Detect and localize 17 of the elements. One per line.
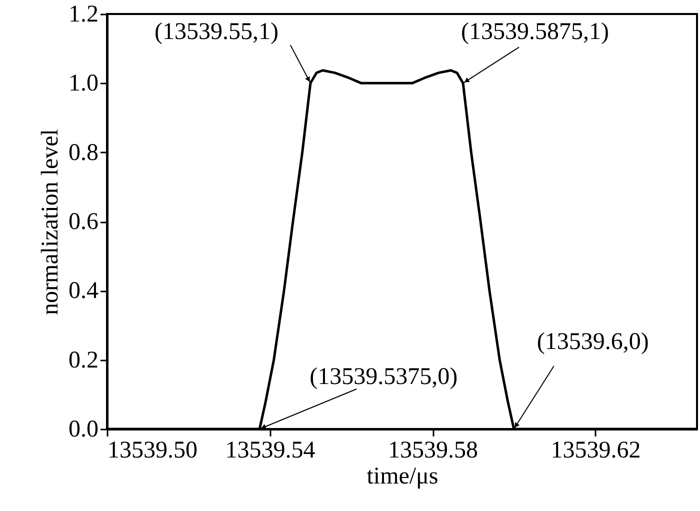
y-tick-label: 1.2	[68, 2, 98, 28]
y-tick-label: 0.6	[68, 209, 98, 235]
y-tick-label: 0.8	[68, 140, 98, 166]
y-tick-label: 1.0	[68, 70, 98, 97]
annotation: (13539.6,0)	[536, 329, 649, 355]
x-tick-label: 13539.50	[108, 438, 198, 464]
x-tick-label: 13539.58	[388, 438, 478, 464]
annotation: (13539.5875,1)	[461, 19, 610, 46]
y-axis-title: normalization level	[38, 128, 64, 315]
annotation: (13539.55,1)	[154, 19, 278, 46]
x-tick-label: 13539.54	[225, 438, 316, 464]
x-axis-title: time/μs	[366, 464, 438, 490]
y-tick-label: 0.2	[68, 347, 98, 374]
annotation: (13539.5375,0)	[310, 364, 458, 390]
y-tick-label: 0.4	[68, 278, 98, 304]
y-tick-label: 0.0	[68, 416, 98, 442]
x-tick-label: 13539.62	[550, 438, 641, 464]
